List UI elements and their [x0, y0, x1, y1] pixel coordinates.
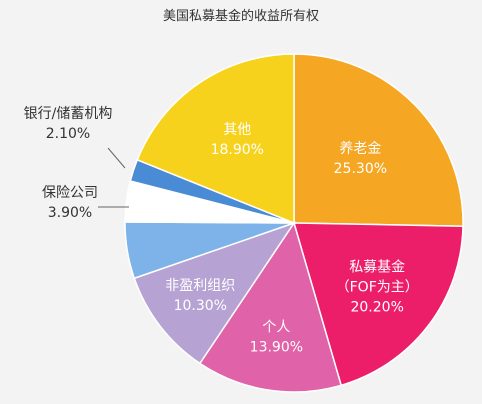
- slice-7-name-label: 银行/储蓄机构: [24, 106, 113, 122]
- slice-7-leader-line: [107, 147, 126, 169]
- chart-title: 美国私募基金的收益所有权: [163, 8, 319, 24]
- slice-8: [136, 53, 295, 225]
- slice-6-value-label: 3.90%: [48, 205, 92, 221]
- slice-3-name-label: 个人: [262, 320, 290, 336]
- slice-3-value-label: 13.90%: [250, 340, 303, 356]
- slice-7-value-label: 2.10%: [46, 126, 90, 142]
- pie-slices: [124, 53, 464, 393]
- slice-1: [293, 53, 464, 227]
- slice-1-value-label: 25.30%: [334, 161, 387, 177]
- slice-2: [292, 222, 464, 387]
- slice-4: [133, 221, 296, 365]
- slice-2-name-label: 私募基金: [349, 259, 405, 276]
- slice-2-sub-label: （FOF为主）: [336, 280, 419, 296]
- slice-3: [198, 221, 343, 393]
- slice-4-name-label: 非盈利组织: [165, 278, 235, 294]
- slice-labels: 养老金 25.30% 私募基金 （FOF为主） 20.20% 个人 13.90% 非盈利组织 1…: [24, 106, 419, 356]
- leader-lines: [98, 147, 129, 208]
- slice-1-name-label: 养老金: [339, 141, 381, 157]
- slice-6-name-label: 保险公司: [42, 185, 98, 201]
- slice-8-name-label: 其他: [223, 122, 251, 138]
- slice-8-value-label: 18.90%: [211, 142, 264, 158]
- slice-4-value-label: 10.30%: [174, 298, 227, 314]
- slice-2-value-label: 20.20%: [350, 300, 403, 316]
